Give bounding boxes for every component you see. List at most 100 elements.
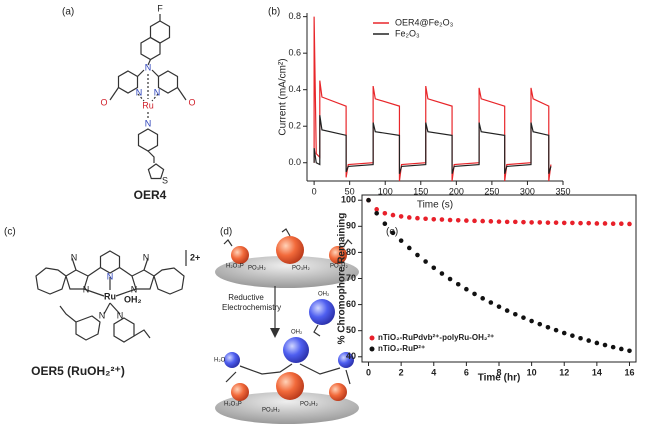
data-point <box>431 216 437 222</box>
data-point <box>602 221 608 226</box>
data-point <box>521 219 526 225</box>
group-label: OH₂ <box>318 292 330 298</box>
data-point <box>382 210 388 216</box>
y-tick-label: 70 <box>346 273 356 283</box>
data-line <box>313 115 552 174</box>
x-tick-label: 150 <box>413 186 428 196</box>
x-tick-label: 10 <box>527 367 537 377</box>
data-point <box>415 252 420 258</box>
data-point <box>610 344 616 350</box>
data-point <box>561 330 567 336</box>
surface-scheme <box>215 228 359 424</box>
y-tick-label: 80 <box>346 247 356 257</box>
group-label: PO₃H₂ <box>300 402 318 408</box>
data-point <box>529 318 534 324</box>
y-tick-label: 90 <box>346 221 356 231</box>
data-point <box>529 220 534 225</box>
structure-oer4: F N N N O O Ru N S <box>100 3 195 185</box>
panel-label: (b) <box>268 7 280 18</box>
y-axis-label: % Chromophore Remaining <box>337 213 348 345</box>
data-point <box>545 220 551 225</box>
atom-label: Ru <box>104 291 116 301</box>
group-label: PO₃H₂ <box>248 266 266 272</box>
atom-label: N <box>154 87 161 97</box>
data-point <box>398 214 404 219</box>
data-point <box>464 286 469 292</box>
data-point <box>423 259 428 264</box>
data-point <box>602 342 608 348</box>
data-point <box>586 220 592 226</box>
compound-name: OER4 <box>134 188 167 202</box>
process-label: Reductive Electrochemistry <box>222 293 282 312</box>
legend-label: nTiO₂-RuP²⁺ <box>378 344 425 353</box>
y-tick-label: 0.0 <box>288 157 301 167</box>
y-tick-label: 0.2 <box>288 121 301 131</box>
panel-label: (c) <box>4 227 16 238</box>
data-point <box>610 221 616 227</box>
x-tick-label: 4 <box>431 367 436 377</box>
group-label: PO₃H₂ <box>262 408 280 414</box>
legend-label: OER4@Fe₂O₃ <box>395 17 454 27</box>
legend-label: Fe₂O₃ <box>395 28 420 38</box>
data-point <box>513 311 518 317</box>
data-point <box>627 221 632 227</box>
compound-name: OER5 (RuOH₂²⁺) <box>31 364 125 378</box>
y-tick-label: 40 <box>346 351 356 361</box>
legend-swatch <box>369 346 375 352</box>
y-tick-label: 50 <box>346 325 356 335</box>
x-tick-label: 16 <box>624 367 634 377</box>
atom-label: N <box>131 284 138 294</box>
data-point <box>374 207 379 212</box>
data-point <box>553 220 559 225</box>
group-label: H₂O₃P <box>226 264 244 270</box>
data-point <box>390 212 396 218</box>
data-point <box>488 219 494 224</box>
data-line <box>313 16 552 182</box>
atom-label: N <box>107 271 114 281</box>
data-point <box>390 230 396 236</box>
atom-label: F <box>157 3 163 13</box>
data-point <box>553 327 559 333</box>
x-tick-label: 0 <box>366 367 371 377</box>
group-label: OH₂ <box>291 330 303 336</box>
data-point <box>619 221 624 227</box>
data-point <box>439 217 445 222</box>
data-point <box>513 219 518 225</box>
atom-label: Ru <box>142 100 154 110</box>
atom-label: N <box>83 284 90 294</box>
y-axis-label: Current (mA/cm²) <box>278 58 289 135</box>
x-axis-label: Time (s) <box>417 200 453 211</box>
data-point <box>578 335 583 341</box>
data-point <box>504 308 510 313</box>
atom-label: S <box>162 175 168 185</box>
y-tick-label: 0.8 <box>288 11 301 21</box>
x-tick-label: 250 <box>484 186 499 196</box>
group-label: H₂O <box>214 358 226 364</box>
data-point <box>545 324 551 330</box>
data-point <box>537 220 543 225</box>
data-point <box>415 215 420 221</box>
data-point <box>406 215 412 220</box>
y-tick-label: 0.4 <box>288 84 301 94</box>
data-point <box>382 221 388 227</box>
y-tick-label: 0.6 <box>288 48 301 58</box>
charge: 2+ <box>190 252 200 262</box>
data-point <box>480 296 485 301</box>
data-point <box>619 346 624 352</box>
atom-label: O <box>100 97 107 107</box>
data-point <box>374 210 379 216</box>
data-point <box>488 300 494 305</box>
data-point <box>504 219 510 225</box>
data-point <box>521 315 526 320</box>
data-point <box>472 291 477 297</box>
data-point <box>578 220 583 226</box>
atom-label: N <box>99 310 106 320</box>
y-tick-label: 60 <box>346 299 356 309</box>
data-point <box>594 221 600 226</box>
group-label: H₂O₃P <box>224 402 242 408</box>
data-point <box>366 197 371 203</box>
data-point <box>439 271 445 276</box>
x-tick-label: 100 <box>378 186 393 196</box>
